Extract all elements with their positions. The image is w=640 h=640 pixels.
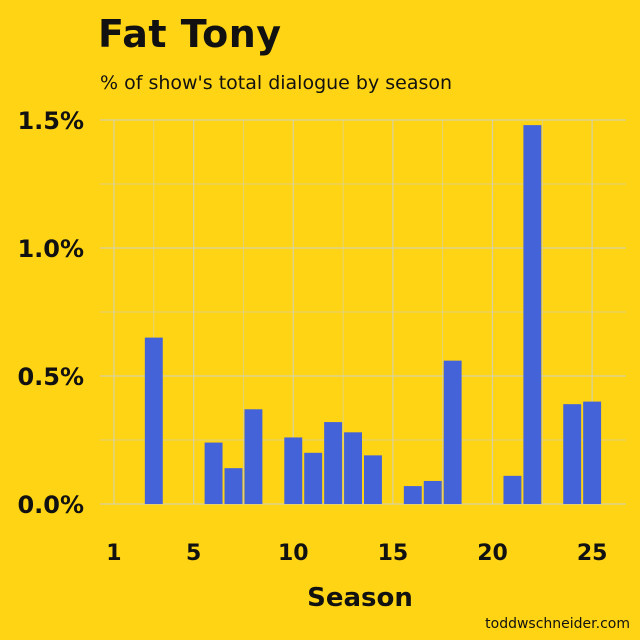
bar-season-16	[403, 486, 422, 504]
bar-season-25	[583, 401, 602, 504]
bar-season-7	[224, 468, 243, 504]
bar-season-12	[324, 422, 343, 504]
grid	[100, 119, 626, 505]
x-tick-label: 25	[577, 541, 608, 566]
x-tick-label: 5	[186, 541, 201, 566]
bar-season-11	[304, 452, 323, 504]
bar-season-22	[523, 125, 542, 505]
x-axis-ticks: 1 5 10 15 20 25	[106, 541, 607, 566]
x-axis-title: Season	[307, 583, 413, 613]
chart-subtitle: % of show's total dialogue by season	[100, 72, 453, 94]
bar-season-10	[284, 437, 303, 504]
bar-season-24	[563, 404, 582, 504]
x-tick-label: 20	[477, 541, 508, 566]
x-tick-label: 1	[106, 541, 121, 566]
y-tick-label: 0.5%	[17, 363, 84, 391]
bar-season-6	[204, 442, 223, 504]
bar-season-13	[344, 432, 363, 504]
chart-title: Fat Tony	[98, 12, 282, 56]
bar-season-17	[423, 480, 442, 504]
bar-season-18	[443, 360, 462, 504]
y-axis-ticks: 0.0% 0.5% 1.0% 1.5%	[17, 107, 84, 519]
y-tick-label: 0.0%	[17, 491, 84, 519]
y-tick-label: 1.0%	[17, 235, 84, 263]
bar-season-14	[363, 455, 382, 504]
credit-text: toddwschneider.com	[485, 616, 630, 632]
bar-season-3	[144, 337, 163, 504]
y-tick-label: 1.5%	[17, 107, 84, 135]
bars	[144, 125, 602, 505]
x-tick-label: 10	[278, 541, 309, 566]
bar-season-21	[503, 475, 522, 504]
x-tick-label: 15	[378, 541, 409, 566]
bar-season-8	[244, 409, 263, 504]
